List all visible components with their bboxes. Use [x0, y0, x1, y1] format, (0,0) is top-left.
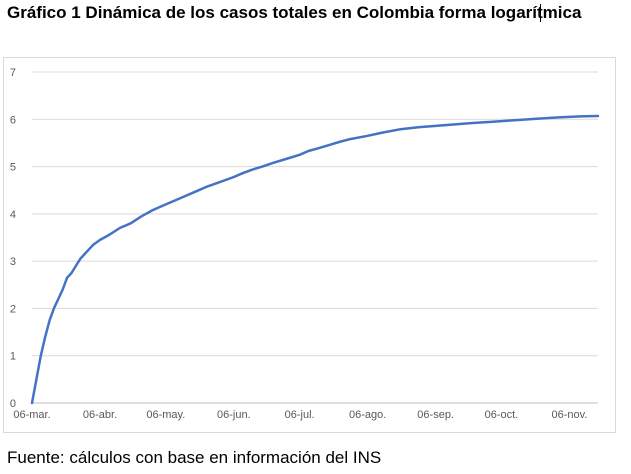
x-tick-label: 06-jun. [217, 409, 251, 421]
y-tick-label: 0 [10, 398, 16, 410]
x-tick-label: 06-ago. [349, 409, 386, 421]
y-tick-label: 1 [10, 351, 16, 363]
source-note: Fuente: cálculos con base en información… [7, 448, 382, 467]
y-tick-label: 2 [10, 303, 16, 315]
x-tick-label: 06-jul. [285, 409, 315, 421]
x-tick-label: 06-abr. [83, 409, 117, 421]
y-tick-label: 4 [10, 209, 16, 221]
x-tick-label: 06-nov. [552, 409, 588, 421]
text-cursor [540, 4, 541, 22]
x-tick-label: 06-mar. [13, 409, 50, 421]
y-tick-label: 5 [10, 162, 16, 174]
line-chart: 0 1 2 3 4 5 6 7 06-mar. 06-abr. 06-may. 06-jun. 06-j… [10, 67, 600, 421]
series-line-0 [30, 114, 600, 405]
chart-area: 0 1 2 3 4 5 6 7 06-mar. 06-abr. 06-may. 06-jun. 06-j… [3, 57, 616, 433]
y-tick-label: 7 [10, 67, 16, 79]
y-tick-label: 3 [10, 256, 16, 268]
y-tick-label: 6 [10, 114, 16, 126]
chart-title: Gráfico 1 Dinámica de los casos totales … [7, 3, 582, 22]
x-tick-label: 06-sep. [417, 409, 454, 421]
x-tick-label: 06-oct. [485, 409, 519, 421]
x-tick-label: 06-may. [146, 409, 185, 421]
